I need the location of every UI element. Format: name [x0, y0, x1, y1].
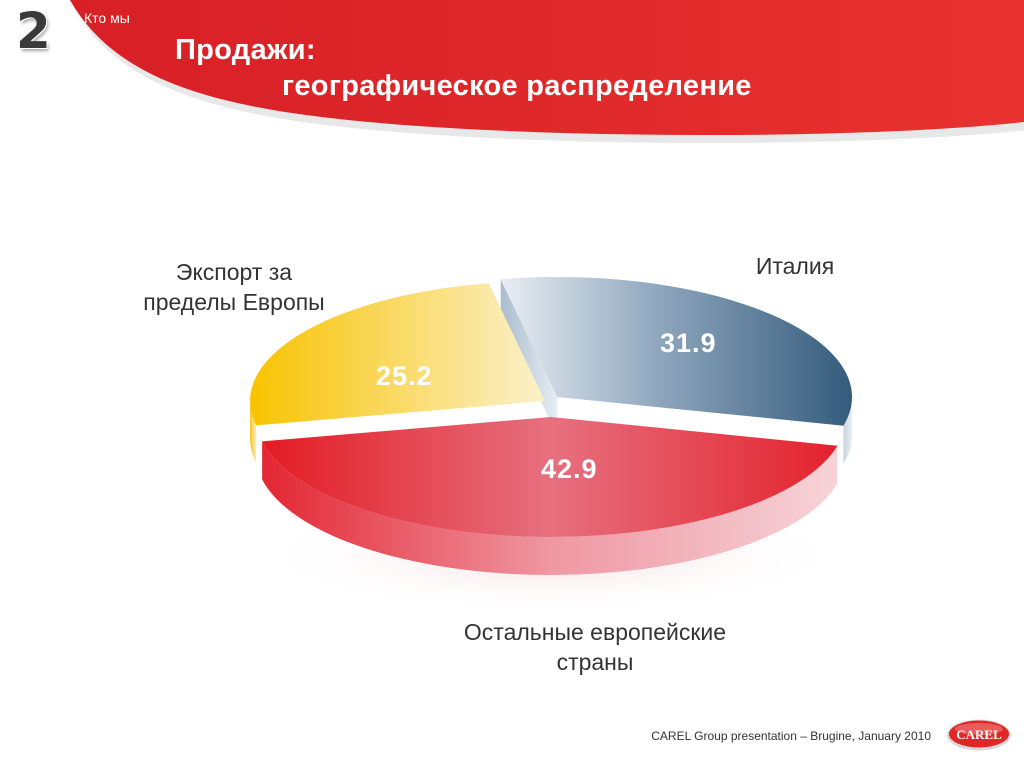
slice-label-export-line2: пределы Европы: [143, 288, 325, 315]
slice-label-export: Экспорт за пределы Европы: [114, 258, 354, 318]
footer-text: CAREL Group presentation – Brugine, Janu…: [651, 729, 931, 743]
slice-label-europe: Остальные европейские страны: [415, 618, 775, 678]
slice-label-export-line1: Экспорт за: [175, 259, 293, 285]
section-label: Кто мы: [84, 10, 130, 26]
pie-side-italy: [843, 397, 852, 464]
pie-slice-europe: [262, 417, 838, 537]
page-title-line1: Продажи:: [175, 34, 316, 66]
pie-slice-italy: [500, 277, 853, 426]
value-label-europe: 42.9: [541, 454, 598, 484]
slice-label-europe-line1: Остальные европейские: [463, 619, 727, 645]
page-title-line2: географическое распределение: [282, 70, 752, 102]
pie-side-export: [250, 401, 257, 464]
header-banner: [70, 0, 1024, 144]
pie-slice-export: [250, 283, 546, 426]
slice-label-europe-line2: страны: [556, 648, 634, 675]
slice-label-italy-line1: Италия: [755, 253, 835, 279]
carel-logo: CAREL: [947, 719, 1011, 751]
pie-cut-italy: [500, 279, 557, 435]
value-label-export: 25.2: [376, 361, 433, 391]
value-label-italy: 31.9: [660, 328, 717, 358]
pie-side-europe: [262, 441, 838, 575]
slice-label-italy: Италия: [735, 252, 855, 282]
slide-number: 2: [16, 2, 51, 60]
logo-text: CAREL: [956, 727, 1002, 742]
